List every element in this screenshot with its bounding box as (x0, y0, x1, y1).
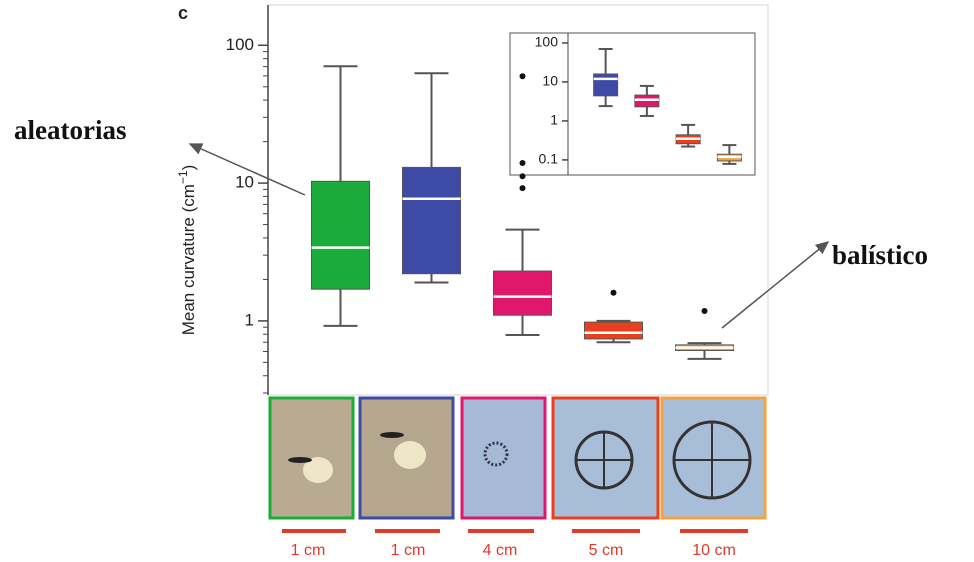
category-label: 5 cm (589, 542, 624, 559)
category-label: 1 cm (291, 542, 326, 559)
annotation-arrow (722, 242, 828, 328)
y-tick-label: 0.1 (539, 151, 559, 167)
photo (553, 398, 658, 518)
outlier (520, 160, 526, 166)
outlier (611, 290, 617, 296)
y-axis-label: Mean curvature (cm−1) (176, 165, 198, 336)
category-label: 10 cm (692, 542, 736, 559)
annotation: balístico (832, 240, 928, 270)
y-tick-label: 1 (550, 112, 558, 128)
outlier (702, 308, 708, 314)
category-label: 4 cm (483, 542, 518, 559)
annotation: aleatorias (14, 115, 126, 145)
box (403, 167, 461, 273)
y-tick-label: 1 (245, 310, 254, 329)
outlier (520, 73, 526, 79)
outlier (520, 185, 526, 191)
photo-strip (270, 398, 765, 518)
photo-ant (380, 432, 404, 438)
outlier (520, 173, 526, 179)
photo (270, 398, 353, 518)
y-tick-label: 100 (535, 34, 559, 50)
y-tick-label: 10 (235, 173, 254, 192)
photo-ant (288, 457, 312, 463)
y-tick-label: 100 (226, 35, 254, 54)
y-tick-label: 10 (542, 73, 558, 89)
category-label: 1 cm (391, 542, 426, 559)
box (585, 322, 643, 339)
photo (462, 398, 545, 518)
box (312, 181, 370, 289)
chart: c Mean curvature (cm−1) 1 10 100 1 cm 1 cm 4 … (0, 0, 974, 562)
box (594, 74, 618, 96)
panel-label: c (178, 3, 188, 23)
box (494, 271, 552, 315)
photo-bead (394, 441, 426, 469)
